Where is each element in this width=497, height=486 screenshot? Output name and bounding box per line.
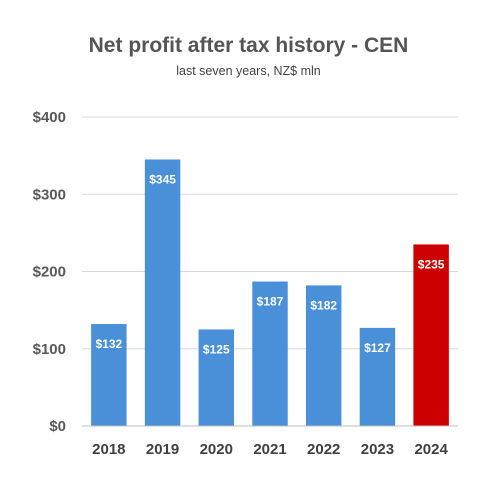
bars (91, 159, 449, 427)
y-tick-label: $200 (33, 264, 66, 281)
data-label-2020: $125 (203, 342, 230, 356)
bar-2018 (91, 324, 127, 426)
y-axis: $0 $100 $200 $300 $400 (33, 109, 66, 435)
bar-2021 (252, 281, 288, 426)
y-tick-label: $100 (33, 341, 66, 358)
x-tick-label-2020: 2020 (200, 441, 233, 458)
x-tick-label-2021: 2021 (253, 441, 286, 458)
x-tick-label-2022: 2022 (307, 441, 340, 458)
bar-2024 (413, 244, 449, 426)
y-tick-label: $400 (33, 109, 66, 126)
data-label-2022: $182 (310, 298, 337, 312)
x-axis: 2018 2019 2020 2021 2022 2023 2024 (82, 425, 458, 458)
x-tick-label-2018: 2018 (92, 441, 125, 458)
data-label-2019: $345 (149, 172, 176, 186)
x-tick-label-2024: 2024 (414, 441, 448, 458)
data-label-2023: $127 (364, 341, 391, 355)
chart-title: Net profit after tax history - CEN (88, 34, 409, 57)
x-tick-label-2023: 2023 (361, 441, 394, 458)
data-label-2024: $235 (418, 257, 445, 271)
x-tick-label-2019: 2019 (146, 441, 179, 458)
bar-2019 (144, 159, 181, 427)
data-label-2021: $187 (257, 295, 284, 309)
data-label-2018: $132 (96, 337, 123, 351)
bar-2023 (359, 327, 396, 426)
data-labels: $132 $345 $125 $187 $182 $127 $235 (96, 172, 445, 356)
bar-2022 (305, 285, 342, 426)
y-tick-label: $0 (49, 418, 66, 435)
chart-subtitle: last seven years, NZ$ mln (176, 64, 321, 78)
bar-2020 (198, 329, 235, 426)
y-tick-label: $300 (33, 186, 66, 203)
